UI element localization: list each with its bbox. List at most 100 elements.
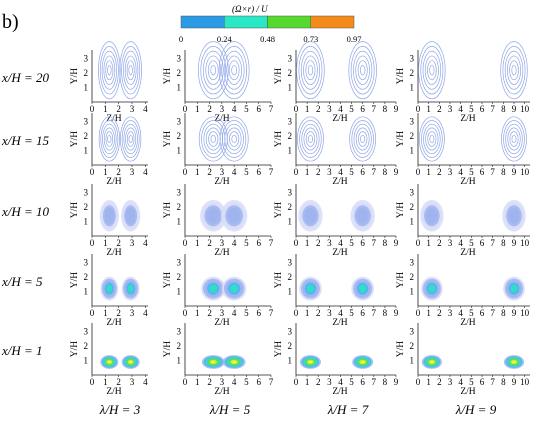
contour-level: [123, 50, 139, 90]
y-tick-label: 2: [177, 202, 182, 212]
z-tick-label: 9: [394, 238, 399, 248]
row-labels: x/H = 20 x/H = 15 x/H = 10 x/H = 5 x/H = 1: [1, 70, 50, 358]
contour-level: [121, 46, 141, 95]
z-tick-label: 5: [244, 167, 249, 177]
z-tick-label: 1: [426, 377, 431, 387]
contour-level: [349, 116, 377, 162]
y-tick-label: 3: [177, 54, 182, 64]
z-tick-label: 1: [426, 104, 431, 114]
y-tick-label: 2: [84, 272, 89, 282]
z-tick-label: 6: [480, 308, 485, 318]
z-tick-label: 4: [143, 167, 148, 177]
contour-level: [351, 120, 374, 158]
y-tick-label: 1: [410, 287, 415, 297]
y-tick-label: 2: [288, 131, 293, 141]
row-label: x/H = 10: [1, 204, 50, 219]
z-tick-label: 1: [195, 377, 200, 387]
z-tick-label: 3: [220, 308, 225, 318]
z-axis-title: Z/H: [106, 177, 121, 187]
colorbar-segments: [180, 15, 355, 29]
colorbar-tick-label: 0: [179, 34, 183, 44]
y-tick-label: 3: [288, 327, 293, 337]
contour-level: [107, 213, 111, 219]
z-tick-label: 2: [316, 167, 321, 177]
y-tick-label: 2: [177, 272, 182, 282]
z-tick-label: 1: [103, 238, 108, 248]
contour-level: [303, 55, 318, 85]
y-tick-label: 1: [84, 217, 89, 227]
z-axis-title: Z/H: [332, 114, 347, 124]
z-tick-label: 7: [490, 104, 495, 114]
contour-level: [123, 123, 138, 155]
y-tick-label: 1: [177, 287, 182, 297]
contour-level: [355, 55, 370, 85]
z-axis-title: Z/H: [214, 114, 229, 124]
contour-level: [103, 127, 115, 151]
z-tick-label: 0: [294, 238, 299, 248]
y-tick-label: 3: [84, 117, 89, 127]
y-axis-title: Y/H: [70, 272, 80, 289]
z-tick-label: 4: [232, 238, 237, 248]
z-axis-title: Z/H: [332, 318, 347, 328]
contour-level: [100, 120, 119, 158]
column-labels: λ/H = 3 λ/H = 5 λ/H = 7 λ/H = 9: [99, 402, 497, 417]
z-tick-label: 4: [338, 377, 343, 387]
contour-level: [511, 65, 517, 76]
z-tick-label: 9: [512, 308, 517, 318]
z-tick-label: 3: [448, 104, 453, 114]
contour-level: [360, 134, 366, 144]
contour-level: [507, 127, 521, 151]
y-tick-label: 2: [177, 341, 182, 351]
y-tick-label: 2: [84, 68, 89, 78]
z-tick-label: 7: [490, 377, 495, 387]
z-axis-title: Z/H: [460, 114, 475, 124]
z-tick-label: 0: [90, 238, 95, 248]
z-tick-label: 4: [338, 104, 343, 114]
z-axis-title: Z/H: [106, 318, 121, 328]
contour-level: [353, 123, 372, 155]
contour-level: [430, 286, 434, 291]
colorbar-title: (Ω×r) / U: [232, 4, 268, 14]
contour-level: [429, 134, 435, 144]
z-axis-title: Z/H: [332, 248, 347, 258]
z-tick-label: 2: [207, 377, 212, 387]
contour-level: [107, 360, 111, 364]
contour-level: [503, 120, 525, 158]
z-tick-label: 5: [349, 104, 354, 114]
z-tick-label: 6: [360, 377, 365, 387]
z-axis-title: Z/H: [106, 387, 121, 397]
y-axis-title: Y/H: [163, 272, 173, 289]
z-tick-label: 4: [143, 308, 148, 318]
z-axis-title: Z/H: [460, 318, 475, 328]
contour-level: [129, 213, 133, 219]
z-tick-label: 8: [501, 377, 506, 387]
y-axis-title: Y/H: [274, 341, 284, 358]
y-tick-label: 3: [410, 117, 415, 127]
contour-level: [211, 286, 216, 291]
y-tick-label: 2: [288, 341, 293, 351]
z-tick-label: 1: [305, 238, 310, 248]
z-tick-label: 7: [372, 238, 377, 248]
z-tick-label: 1: [195, 104, 200, 114]
z-tick-label: 0: [90, 308, 95, 318]
contour-level: [202, 50, 224, 90]
y-tick-label: 3: [177, 258, 182, 268]
contour-level: [224, 123, 244, 155]
contour-level: [301, 123, 320, 155]
y-axis-title: Y/H: [396, 131, 406, 148]
z-tick-label: 0: [90, 167, 95, 177]
z-tick-label: 6: [256, 308, 261, 318]
contour-level: [512, 286, 516, 291]
contour-level: [429, 65, 435, 76]
z-tick-label: 3: [220, 104, 225, 114]
colorbar-segment: [224, 15, 268, 29]
y-axis-title: Y/H: [274, 68, 284, 85]
z-tick-label: 4: [143, 238, 148, 248]
y-tick-label: 2: [410, 68, 415, 78]
y-tick-label: 3: [410, 188, 415, 198]
z-tick-label: 5: [244, 104, 249, 114]
